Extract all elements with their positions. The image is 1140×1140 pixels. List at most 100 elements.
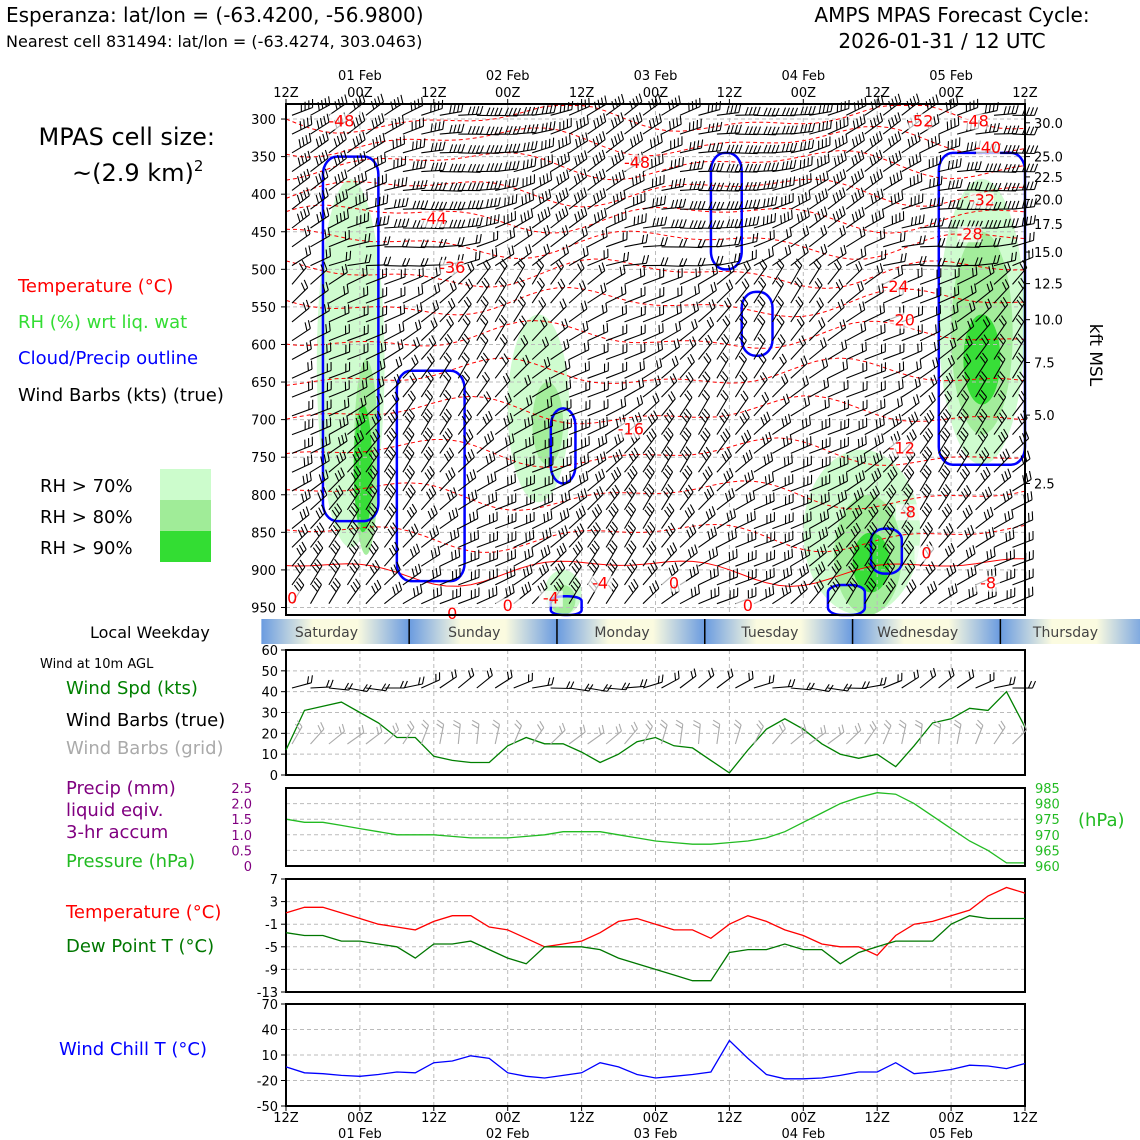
wind-barb-feather (810, 474, 813, 484)
wind-barb-shaft (495, 520, 517, 530)
wind-barb-feather (855, 474, 859, 484)
wind-barb-shaft (753, 254, 774, 267)
wind-barb (753, 472, 775, 492)
wind-barb-feather (689, 161, 693, 171)
wind-barb-feather (434, 162, 439, 171)
wind-barb-feather (577, 173, 581, 183)
wind-barb (476, 568, 498, 586)
wind-barb-shaft (328, 157, 347, 173)
wind-barb (458, 200, 484, 210)
wind-barb (716, 428, 731, 454)
wind-barb (901, 465, 915, 492)
wind-barb-feather (701, 180, 706, 190)
wind-barb-feather (833, 157, 837, 167)
wind-barb-feather (603, 400, 605, 410)
wind-barb-shaft (846, 407, 868, 417)
wind-barb-feather (525, 246, 529, 255)
wind-barb (938, 337, 957, 360)
wind-barb-feather (826, 509, 830, 519)
wind-barb-feather (821, 440, 824, 449)
wind-barb-feather (858, 420, 860, 430)
wind-barb (458, 217, 483, 229)
wind-barb-feather (547, 418, 550, 428)
wind-barb-feather (310, 360, 313, 370)
wind-barb (384, 238, 410, 248)
wind-barb (476, 391, 492, 417)
wind-barb-feather (346, 415, 349, 424)
wind-barb-feather (527, 374, 532, 384)
wind-barb (384, 257, 411, 267)
wind-barb-feather (752, 145, 758, 154)
wind-barb-feather (891, 117, 895, 126)
wind-barb-feather (616, 466, 622, 475)
wind-barb-feather (687, 484, 694, 493)
wind-barb (402, 138, 426, 154)
wind-barb-feather (404, 434, 411, 442)
wind-barb-feather (296, 581, 303, 589)
wind-barb-shaft (661, 590, 680, 605)
wind-barb-feather (582, 322, 586, 332)
wind-barb-feather (850, 562, 857, 571)
wind-barb-feather (448, 512, 452, 521)
wind-barb-feather (450, 489, 455, 499)
wind-barb (347, 430, 365, 454)
wind-barb (698, 238, 724, 248)
wind-barb-feather (620, 286, 623, 296)
wind-barb-feather (558, 211, 563, 220)
wind-barb-feather (788, 475, 790, 485)
cloud-outline (740, 290, 774, 357)
wind-barb-feather (891, 135, 895, 145)
wind-barb-feather (896, 431, 901, 440)
wind-barb-feather (381, 175, 384, 184)
wind-barb-feather (498, 280, 505, 288)
wind-barb-feather (344, 305, 346, 315)
wind-barb-feather (513, 227, 516, 237)
wind-barb-feather (839, 119, 842, 129)
wind-barb-feather (815, 567, 820, 576)
wind-barb (550, 169, 570, 191)
wind-barb-feather (447, 427, 453, 436)
wind-barb (698, 526, 718, 548)
wind-barb-feather (621, 306, 624, 316)
wind-barb-feather (940, 268, 942, 277)
wind-barb-feather (878, 210, 881, 220)
wind-barb-feather (467, 263, 472, 273)
wind-barb-feather (606, 416, 609, 426)
wind-barb-feather (841, 341, 844, 351)
wind-barb-feather (504, 162, 508, 171)
wind-barb (624, 286, 646, 304)
wind-barb (310, 522, 325, 548)
wind-barb-feather (868, 509, 874, 518)
wind-barb-feather (809, 529, 812, 538)
wind-barb-shaft (384, 294, 406, 304)
wind-barb-feather (382, 269, 384, 278)
wind-barb-feather (670, 199, 675, 209)
wind-barb-feather (656, 197, 659, 207)
wind-barb-feather (932, 157, 934, 167)
wind-barb-feather (591, 510, 598, 519)
wind-barb (864, 521, 878, 548)
wind-barb (328, 130, 347, 154)
wind-barb-feather (526, 159, 529, 169)
wind-barb-feather (580, 457, 583, 466)
wind-barb-feather (478, 587, 480, 596)
wind-barb-feather (566, 438, 569, 448)
wind-barb-feather (512, 161, 516, 170)
wind-barb-feather (633, 578, 639, 587)
wind-barb-feather (701, 257, 706, 267)
wind-barb-feather (818, 122, 821, 132)
wind-barb-feather (426, 356, 433, 365)
wind-barb-feather (734, 182, 739, 192)
wind-barb-feather (974, 565, 977, 574)
wind-barb-feather (297, 176, 301, 185)
wind-barb-shaft (605, 138, 624, 154)
wind-barb-feather (546, 225, 551, 234)
wind-barb-feather (626, 324, 628, 333)
wind-barb-feather (960, 393, 967, 401)
wind-barb (845, 150, 865, 173)
wind-barb (476, 430, 495, 454)
wind-barb-feather (748, 181, 753, 191)
wind-barb-feather (648, 544, 655, 552)
wind-barb-feather (974, 257, 979, 266)
wind-barb-shaft (679, 292, 700, 304)
